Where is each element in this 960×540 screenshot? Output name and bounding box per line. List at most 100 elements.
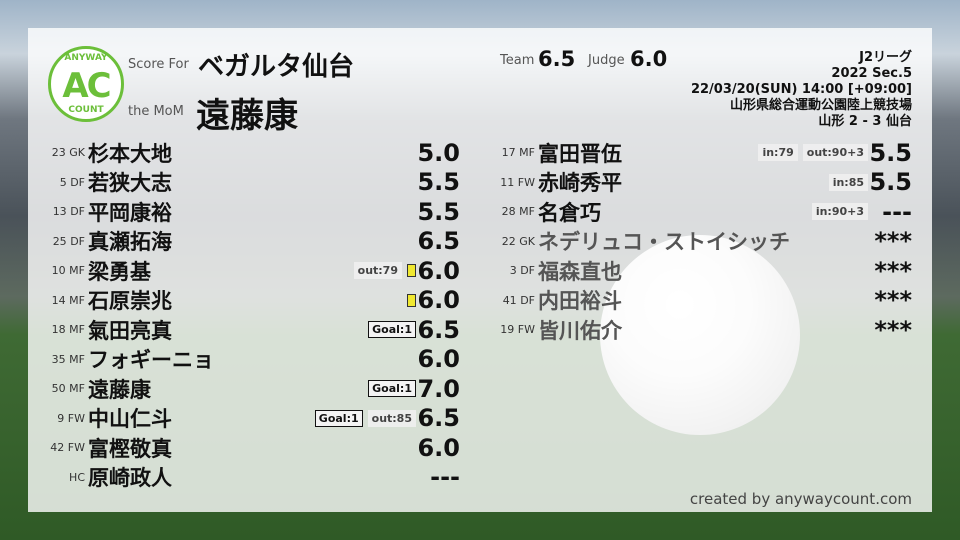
player-number-position: 50 MF: [45, 382, 85, 395]
player-name: 平岡康裕: [88, 200, 172, 225]
position: DF: [70, 205, 85, 218]
position: DF: [70, 234, 85, 248]
number: 19: [500, 323, 515, 336]
number: 25: [52, 234, 67, 248]
number: 22: [501, 234, 516, 248]
player-score: 6.5: [417, 315, 460, 344]
player-score: ---: [430, 463, 460, 491]
number: 28: [501, 205, 516, 218]
starter-row: HC 原崎政人 ---: [45, 463, 460, 492]
event-tags: out:79: [353, 262, 416, 279]
sub-row: 28 MF 名倉巧 in:90+3 ---: [495, 197, 912, 226]
player-number-position: 35 MF: [45, 353, 85, 366]
goal-badge: Goal:1: [368, 380, 416, 397]
yellow-card-icon: [407, 264, 416, 277]
position: MF: [69, 382, 85, 395]
position: FW: [67, 441, 85, 454]
player-number-position: 13 DF: [45, 205, 85, 218]
player-name: 石原崇兆: [88, 289, 172, 313]
starter-row: 5 DF 若狭大志 5.5: [45, 168, 460, 197]
player-name: 富樫敬真: [88, 436, 172, 461]
team-score: 6.5: [538, 47, 576, 71]
in-badge: in:90+3: [811, 203, 868, 220]
mom-name: 遠藤康: [196, 96, 298, 136]
number: 23: [51, 146, 66, 159]
player-number-position: 17 MF: [495, 146, 535, 159]
player-name: 名倉巧: [538, 200, 601, 225]
player-score: 5.0: [417, 138, 460, 167]
player-number-position: 23 GK: [45, 146, 85, 159]
starter-row: 50 MF 遠藤康 Goal:1 7.0: [45, 374, 460, 403]
player-name: 氣田亮真: [88, 318, 172, 343]
player-name: 皆川佑介: [538, 318, 622, 343]
player-number-position: 10 MF: [45, 264, 85, 277]
player-score: ---: [882, 197, 912, 226]
player-score: 6.0: [417, 256, 460, 285]
starter-row: 42 FW 富樫敬真 6.0: [45, 433, 460, 462]
sub-row: 3 DF 福森直也 ***: [495, 256, 912, 285]
starter-row: 23 GK 杉本大地 5.0: [45, 138, 460, 167]
player-name: 梁勇基: [88, 259, 151, 284]
credit: created by anywaycount.com: [689, 490, 912, 508]
number: 11: [500, 175, 515, 189]
number: 5: [59, 175, 67, 189]
event-tags: Goal:1 out:85: [314, 409, 416, 427]
player-score: 6.0: [417, 433, 460, 462]
judge-score-label: Judge: [588, 53, 625, 68]
sub-row: 17 MF 富田晋伍 in:79 out:90+3 5.5: [495, 138, 912, 167]
anywaycount-logo: ANYWAY AC COUNT: [48, 46, 124, 122]
event-tags: [407, 293, 416, 307]
starter-row: 14 MF 石原崇兆 6.0: [45, 286, 460, 315]
player-name: 内田裕斗: [538, 289, 622, 313]
judge-score: 6.0: [630, 47, 668, 71]
player-score: 7.0: [417, 374, 460, 403]
player-number-position: 18 MF: [45, 323, 85, 336]
player-name: 原崎政人: [88, 466, 172, 490]
event-tags: in:79 out:90+3: [758, 144, 868, 161]
in-badge: in:85: [828, 173, 868, 191]
player-score: 5.5: [869, 138, 912, 167]
player-score: 6.5: [417, 227, 460, 255]
sub-row: 41 DF 内田裕斗 ***: [495, 286, 912, 315]
position: DF: [520, 293, 535, 307]
starter-row: 18 MF 氣田亮真 Goal:1 6.5: [45, 315, 460, 344]
position: DF: [70, 175, 85, 189]
player-number-position: 5 DF: [45, 176, 85, 189]
player-name: 福森直也: [538, 259, 622, 284]
position: GK: [519, 234, 535, 248]
team-name: ベガルタ仙台: [198, 52, 355, 82]
position: FW: [517, 175, 535, 189]
position: MF: [69, 293, 85, 307]
goal-badge: Goal:1: [368, 321, 416, 338]
yellow-card-icon: [407, 293, 416, 307]
match-info: J2リーグ 2022 Sec.5 22/03/20(SUN) 14:00 [+0…: [691, 50, 912, 130]
datetime: 22/03/20(SUN) 14:00 [+09:00]: [690, 82, 912, 97]
player-number-position: 11 FW: [495, 176, 535, 189]
player-score: ***: [874, 256, 912, 285]
player-number-position: HC: [45, 471, 85, 484]
sub-row: 11 FW 赤崎秀平 in:85 5.5: [495, 168, 912, 197]
player-number-position: 9 FW: [45, 412, 85, 425]
number: 17: [501, 146, 516, 159]
number: 14: [51, 293, 66, 307]
in-badge: in:79: [758, 144, 798, 161]
number: 35: [51, 352, 66, 366]
mom-label: the MoM: [128, 104, 184, 119]
position: MF: [69, 323, 85, 336]
player-name: 赤崎秀平: [538, 171, 622, 195]
event-tags: in:85: [828, 173, 868, 191]
number: 42: [50, 441, 65, 454]
player-number-position: 3 DF: [495, 264, 535, 277]
league: J2リーグ: [859, 50, 912, 65]
out-badge: out:90+3: [802, 144, 868, 161]
position: HC: [69, 470, 85, 484]
player-number-position: 14 MF: [45, 294, 85, 307]
event-tags: Goal:1: [368, 380, 416, 397]
result: 山形 2 - 3 仙台: [818, 114, 912, 129]
number: 10: [51, 264, 66, 277]
player-score: ***: [874, 227, 912, 255]
player-name: 真瀬拓海: [88, 230, 172, 254]
player-number-position: 22 GK: [495, 235, 535, 248]
number: 9: [57, 411, 65, 425]
player-number-position: 41 DF: [495, 294, 535, 307]
